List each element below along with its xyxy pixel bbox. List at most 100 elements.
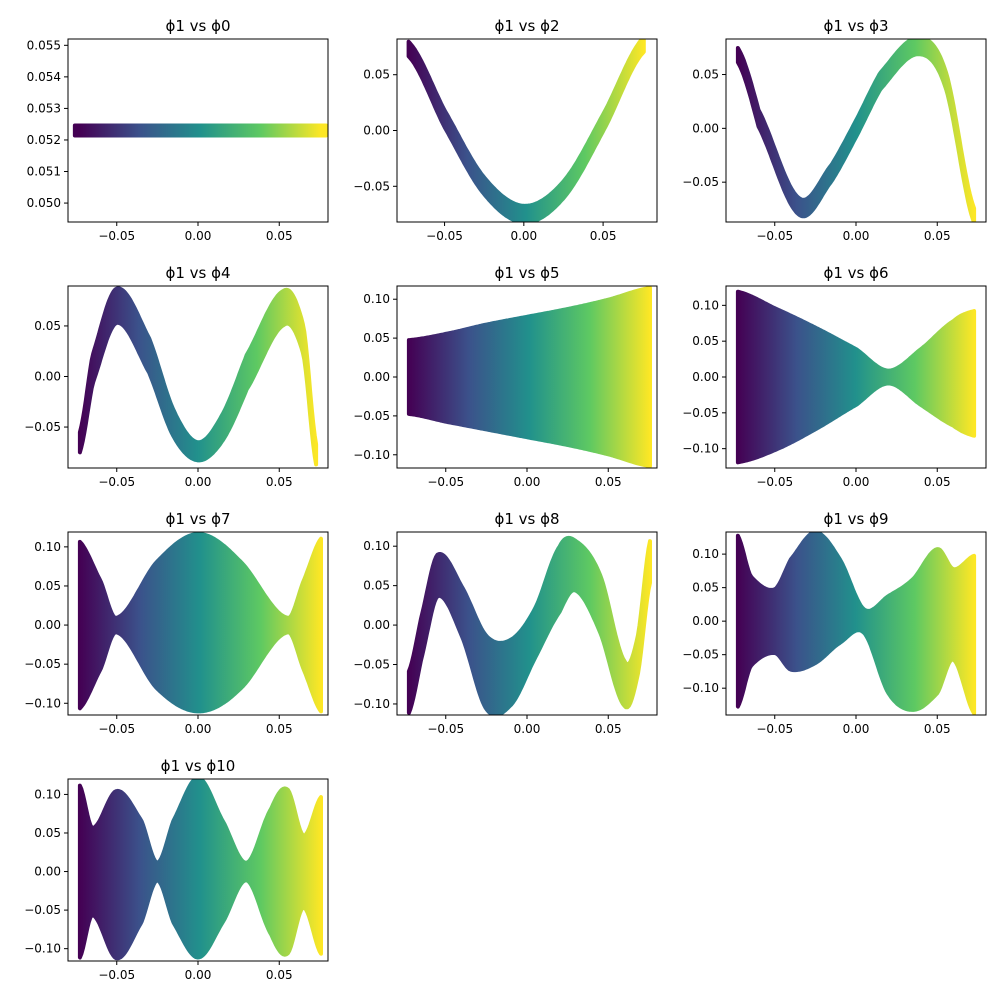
x-tick-label: 0.00 <box>843 722 870 736</box>
x-tick-label: 0.05 <box>595 722 622 736</box>
x-tick-label: −0.05 <box>98 722 135 736</box>
y-tick-label: 0.05 <box>692 68 719 82</box>
subplot-2: −0.05 0.00 0.05 −0.05 0.00 0.05 ϕ1 vs ϕ2 <box>353 17 658 243</box>
y-tick-label: 0.10 <box>363 292 390 306</box>
subplot-9: −0.05 0.00 0.05 −0.10 −0.05 0.00 0.05 0.10 ϕ1 vs… <box>682 510 987 736</box>
subplot-title: ϕ1 vs ϕ8 <box>494 510 559 528</box>
y-tick-label: 0.00 <box>363 370 390 384</box>
y-tick-label: −0.05 <box>24 657 61 671</box>
x-tick-label: −0.05 <box>756 475 793 489</box>
subplot-1: −0.05 0.00 0.05 0.050 0.051 0.052 0.053 0.054 0.… <box>27 17 329 243</box>
y-tick-label: 0.00 <box>363 618 390 632</box>
y-tick-label: −0.05 <box>682 648 719 662</box>
subplot-3: −0.05 0.00 0.05 −0.05 0.00 0.05 ϕ1 vs ϕ3 <box>682 17 987 243</box>
y-tick-label: 0.054 <box>27 70 61 84</box>
scatter-points <box>406 286 652 468</box>
x-tick-label: 0.05 <box>924 475 951 489</box>
subplot-title: ϕ1 vs ϕ3 <box>823 17 888 35</box>
y-tick-label: −0.05 <box>682 175 719 189</box>
y-tick-label: 0.05 <box>34 579 61 593</box>
scatter-points <box>72 123 328 138</box>
y-tick-label: 0.00 <box>34 618 61 632</box>
y-tick-label: −0.05 <box>353 658 390 672</box>
y-tick-label: 0.05 <box>34 319 61 333</box>
point-cloud <box>406 39 646 222</box>
scatter-points <box>735 289 977 465</box>
y-tick-label: −0.10 <box>682 442 719 456</box>
y-tick-label: 0.00 <box>692 121 719 135</box>
scatter-points <box>406 39 646 222</box>
y-tick-label: 0.10 <box>692 547 719 561</box>
y-tick-label: 0.05 <box>692 334 719 348</box>
subplot-8: −0.05 0.00 0.05 −0.10 −0.05 0.00 0.05 0.10 ϕ1 vs… <box>353 510 658 736</box>
subplot-title: ϕ1 vs ϕ4 <box>165 264 230 282</box>
y-tick-label: −0.10 <box>682 681 719 695</box>
x-tick-label: −0.05 <box>98 229 135 243</box>
x-tick-label: 0.05 <box>590 229 617 243</box>
y-tick-label: −0.10 <box>24 696 61 710</box>
scatter-points <box>77 779 323 961</box>
y-tick-label: 0.05 <box>34 826 61 840</box>
y-tick-label: 0.053 <box>27 101 61 115</box>
scatter-points <box>77 532 323 714</box>
x-tick-label: 0.00 <box>185 475 212 489</box>
x-tick-label: 0.05 <box>266 475 293 489</box>
subplot-title: ϕ1 vs ϕ9 <box>823 510 888 528</box>
point-cloud <box>77 286 319 467</box>
point-cloud <box>735 39 977 222</box>
y-tick-label: 0.05 <box>363 579 390 593</box>
x-tick-label: −0.05 <box>427 722 464 736</box>
y-tick-label: −0.05 <box>682 406 719 420</box>
x-tick-label: 0.05 <box>595 475 622 489</box>
x-tick-label: −0.05 <box>426 229 463 243</box>
subplot-7: −0.05 0.00 0.05 −0.10 −0.05 0.00 0.05 0.10 ϕ1 vs… <box>24 510 329 736</box>
point-cloud <box>735 532 977 715</box>
y-tick-label: −0.05 <box>353 179 390 193</box>
point-cloud <box>77 779 323 961</box>
x-tick-label: 0.00 <box>514 722 541 736</box>
x-tick-label: 0.05 <box>924 722 951 736</box>
y-tick-label: 0.05 <box>363 68 390 82</box>
y-tick-label: −0.05 <box>24 420 61 434</box>
x-tick-label: 0.00 <box>843 475 870 489</box>
x-tick-label: −0.05 <box>98 968 135 982</box>
y-tick-label: 0.052 <box>27 133 61 147</box>
y-tick-label: −0.05 <box>24 903 61 917</box>
y-tick-label: −0.10 <box>353 448 390 462</box>
x-tick-label: 0.00 <box>185 968 212 982</box>
y-tick-label: 0.051 <box>27 165 61 179</box>
y-tick-label: 0.10 <box>34 787 61 801</box>
scatter-points <box>77 286 319 467</box>
x-tick-label: 0.05 <box>266 722 293 736</box>
y-tick-label: −0.10 <box>24 942 61 956</box>
y-tick-label: 0.00 <box>692 614 719 628</box>
panels: −0.05 0.00 0.05 0.050 0.051 0.052 0.053 0.054 0.… <box>24 17 987 982</box>
subplot-title: ϕ1 vs ϕ6 <box>823 264 888 282</box>
point-cloud <box>406 286 652 468</box>
y-tick-label: 0.05 <box>692 581 719 595</box>
subplot-title: ϕ1 vs ϕ5 <box>494 264 559 282</box>
y-tick-label: 0.00 <box>692 370 719 384</box>
subplot-title: ϕ1 vs ϕ7 <box>165 510 230 528</box>
y-tick-label: 0.05 <box>363 331 390 345</box>
y-tick-label: 0.00 <box>34 369 61 383</box>
x-tick-label: 0.05 <box>266 229 293 243</box>
scatter-points <box>406 535 652 715</box>
y-tick-label: 0.00 <box>34 865 61 879</box>
y-tick-label: −0.10 <box>353 697 390 711</box>
y-tick-label: 0.00 <box>363 124 390 138</box>
x-tick-label: 0.05 <box>266 968 293 982</box>
subplot-4: −0.05 0.00 0.05 −0.05 0.00 0.05 ϕ1 vs ϕ4 <box>24 264 329 489</box>
x-tick-label: −0.05 <box>756 229 793 243</box>
subplot-5: −0.05 0.00 0.05 −0.10 −0.05 0.00 0.05 0.10 ϕ1 vs… <box>353 264 658 489</box>
y-tick-label: −0.05 <box>353 409 390 423</box>
subplot-10: −0.05 0.00 0.05 −0.10 −0.05 0.00 0.05 0.10 ϕ1 vs… <box>24 757 329 982</box>
x-tick-label: −0.05 <box>427 475 464 489</box>
point-cloud <box>72 123 328 138</box>
y-tick-label: 0.050 <box>27 196 61 210</box>
subplot-6: −0.05 0.00 0.05 −0.10 −0.05 0.00 0.05 0.10 ϕ1 vs… <box>682 264 987 489</box>
y-tick-label: 0.055 <box>27 38 61 52</box>
x-tick-label: −0.05 <box>756 722 793 736</box>
x-tick-label: 0.00 <box>185 722 212 736</box>
